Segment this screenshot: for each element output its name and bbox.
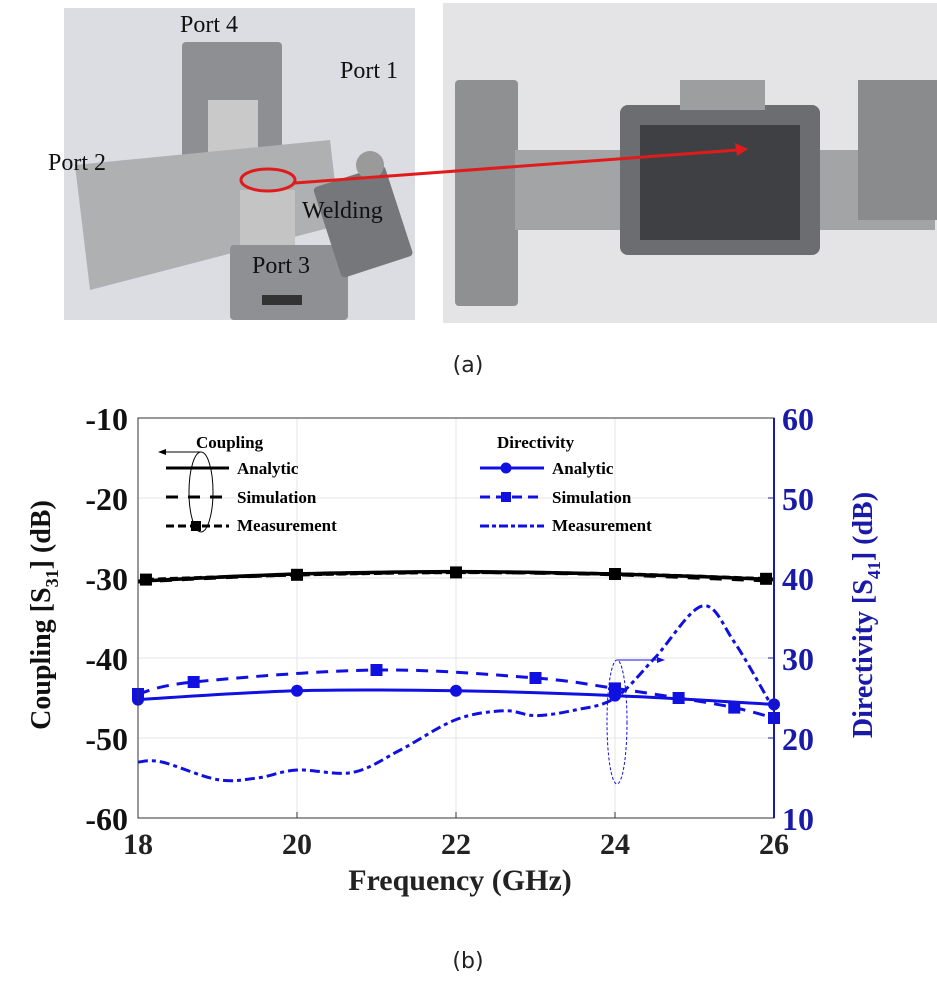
data-point-directivity-simulation: [672, 692, 685, 704]
legend-directivity-simulation: Simulation: [552, 488, 632, 507]
legend-coupling-simulation: Simulation: [237, 488, 317, 507]
arrow-head-icon: [735, 143, 748, 156]
label-port1: Port 1: [340, 58, 398, 84]
directivity-group-ellipse: [606, 659, 628, 785]
legend: Coupling Directivity Analytic Simulation…: [166, 433, 652, 535]
label-welding: Welding: [302, 198, 383, 224]
data-point-coupling-measurement: [291, 568, 303, 581]
legend-title-coupling: Coupling: [196, 433, 264, 452]
y-tick-label-right: 40: [782, 561, 814, 597]
y-tick-label-left: -30: [85, 561, 128, 597]
data-point-directivity-analytic: [291, 684, 303, 697]
y-axis-label-left: Coupling [S31] (dB): [26, 500, 62, 730]
series-line-directivity-simulation: [137, 668, 775, 720]
legend-title-directivity: Directivity: [497, 433, 575, 452]
y-tick-label-left: -10: [85, 401, 128, 437]
data-point-directivity-simulation: [187, 676, 200, 688]
arrow-left-icon: [158, 449, 166, 455]
data-point-directivity-simulation: [609, 682, 621, 695]
legend-directivity-measurement: Measurement: [552, 516, 652, 535]
x-tick-label: 22: [441, 828, 471, 861]
welding-arrow: [294, 148, 739, 185]
data-point-directivity-simulation: [728, 701, 741, 714]
y-axis-label-right: Directivity [S41] (dB): [848, 492, 884, 738]
series-line-coupling-measurement: [145, 570, 767, 582]
x-tick-label: 20: [282, 828, 312, 861]
y-tick-label-left: -60: [85, 801, 128, 837]
photo-coupler: [64, 8, 415, 320]
y-tick-label-right: 30: [782, 641, 814, 677]
data-point-directivity-analytic: [450, 684, 462, 697]
label-port4: Port 4: [180, 12, 238, 38]
y-tick-label-right: 10: [782, 801, 814, 837]
tick-labels: 18 20 22 24 26 -10 -20 -30 -40 -50 -60 60 50 40 30 20 10: [85, 401, 814, 861]
series-line-directivity-measurement: [137, 604, 776, 783]
y-tick-label-right: 50: [782, 481, 814, 517]
y-tick-label-left: -50: [85, 721, 128, 757]
legend-marker: [191, 521, 201, 531]
caption-b: (b): [452, 949, 483, 974]
x-axis-label: Frequency (GHz): [348, 864, 572, 897]
x-tick-label: 24: [600, 828, 630, 861]
y-tick-label-right: 60: [782, 401, 814, 437]
label-port2: Port 2: [48, 150, 106, 176]
data-point-coupling-measurement: [609, 568, 621, 580]
caption-a: (a): [453, 353, 484, 378]
data-point-coupling-measurement: [760, 572, 773, 585]
welding-highlight: [239, 167, 297, 193]
y-tick-label-left: -20: [85, 481, 128, 517]
y-tick-label-right: 20: [782, 721, 814, 757]
label-port3: Port 3: [252, 253, 310, 279]
legend-directivity-analytic: Analytic: [552, 459, 614, 478]
data-point-directivity-simulation: [529, 672, 542, 684]
x-tick-label: 18: [123, 828, 153, 861]
x-tick-label: 26: [759, 828, 789, 861]
photo-welding-closeup: [443, 3, 937, 323]
coupling-group-ellipse: [188, 451, 214, 533]
legend-coupling-measurement: Measurement: [237, 516, 337, 535]
legend-marker: [500, 462, 512, 474]
y-tick-label-left: -40: [85, 641, 128, 677]
legend-coupling-analytic: Analytic: [237, 459, 299, 478]
data-point-coupling-measurement: [450, 566, 462, 579]
arrow-right-icon: [657, 657, 665, 663]
data-point-directivity-simulation: [370, 664, 383, 676]
legend-marker: [501, 492, 511, 502]
data-point-coupling-measurement: [139, 573, 152, 586]
grid: [137, 417, 775, 819]
